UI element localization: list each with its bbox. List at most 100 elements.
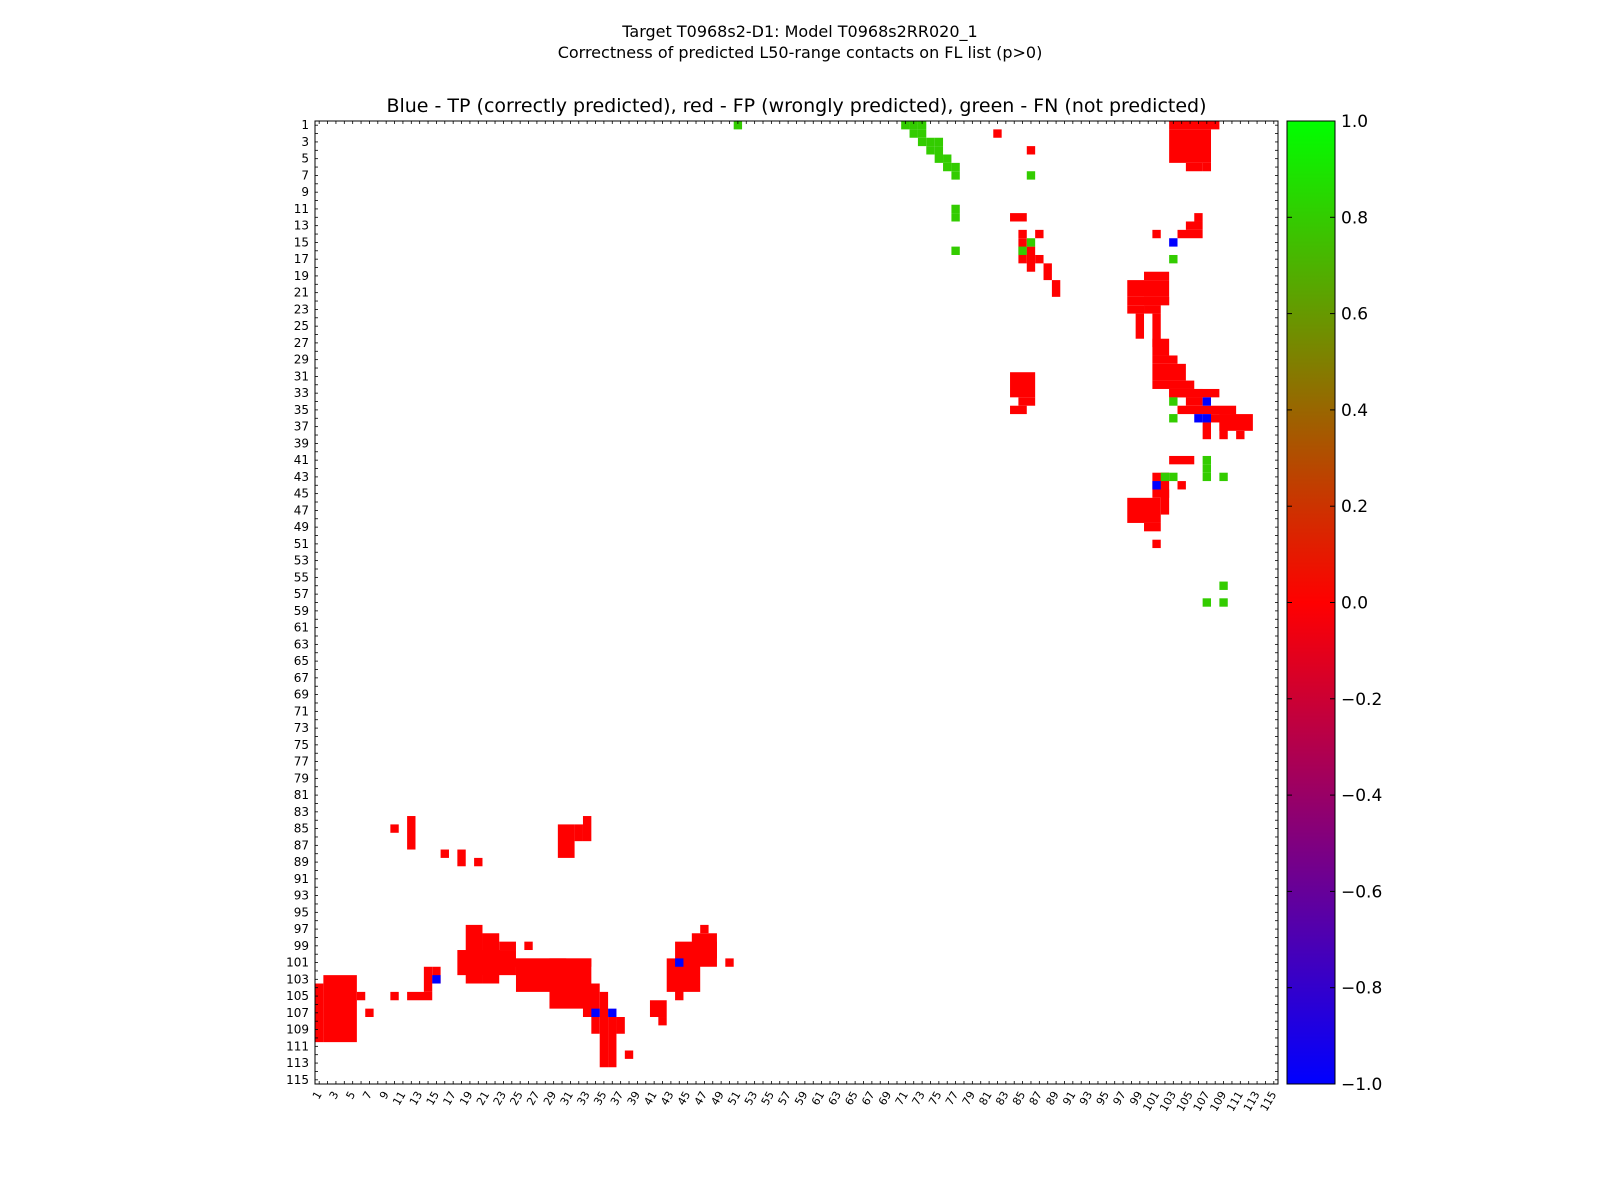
y-tick-label: 89 [294,855,309,869]
x-tick-label: 35 [591,1089,609,1108]
fp-cell [1127,305,1145,314]
y-tick-label: 47 [294,503,309,517]
y-tick-label: 37 [294,420,309,434]
fp-cell [608,1017,617,1068]
tp-cell [608,1008,617,1018]
fn-cell [943,154,952,163]
fp-cell [599,991,609,1068]
y-tick-label: 31 [294,369,309,383]
tp-cell [675,958,684,967]
y-tick-label: 75 [294,738,309,752]
colorbar-tick-label: 0.0 [1341,594,1368,614]
x-tick-label: 115 [1258,1089,1280,1114]
tp-cell [1202,414,1212,423]
y-tick-label: 101 [286,956,309,970]
colorbar-tick-label: −0.2 [1341,690,1382,710]
fn-cell [934,137,944,147]
fp-cell [1135,313,1145,339]
y-tick-label: 91 [294,872,309,886]
fp-cell [1202,162,1212,172]
fp-cell [675,983,684,1001]
y-tick-label: 69 [294,688,309,702]
x-tick-label: 113 [1241,1089,1263,1114]
fp-cell [356,991,366,1001]
y-tick-label: 5 [301,152,309,166]
x-tick-label: 65 [842,1089,860,1108]
y-tick-label: 51 [294,537,309,551]
colorbar-tick-label: 0.6 [1341,305,1368,325]
fp-cell [1043,263,1052,281]
fn-cell [926,137,935,147]
colorbar-tick-label: −0.4 [1341,786,1382,806]
y-tick-label: 81 [294,788,309,802]
y-tick-label: 9 [301,185,309,199]
y-tick-label: 103 [286,972,309,986]
y-tick-label: 97 [294,922,309,936]
y-tick-label: 13 [294,219,309,233]
fn-cell [926,146,935,155]
fp-cell [365,1008,374,1018]
fp-cell [1035,254,1044,264]
fp-cell [407,991,433,1001]
y-tick-label: 57 [294,587,309,601]
fp-cell [691,933,717,959]
fn-cell [1169,472,1178,482]
x-tick-label: 53 [742,1089,760,1108]
y-tick-label: 65 [294,654,309,668]
y-tick-label: 49 [294,520,309,534]
fp-cell [432,966,441,984]
fn-cell [1219,472,1228,482]
x-tick-label: 71 [893,1089,911,1108]
x-tick-label: 45 [675,1089,693,1108]
fp-cell [390,824,399,833]
fp-cell [440,849,449,858]
fn-cell [934,146,944,155]
y-tick-label: 39 [294,436,309,450]
fp-cell [1026,246,1036,272]
y-tick-label: 63 [294,637,309,651]
x-tick-label: 77 [943,1089,961,1108]
x-tick-label: 99 [1127,1089,1145,1108]
fp-cell [1152,363,1186,381]
fp-cell [557,824,575,858]
colorbar [1286,120,1336,1085]
fn-cell [1018,246,1027,255]
y-tick-label: 11 [294,202,309,216]
x-tick-label: 29 [541,1089,559,1108]
y-tick-label: 115 [286,1073,309,1087]
x-tick-label: 107 [1191,1089,1213,1114]
x-tick-label: 49 [708,1089,726,1108]
x-tick-label: 37 [608,1089,626,1108]
fn-cell [909,129,918,138]
axes-title: Blue - TP (correctly predicted), red - F… [386,95,1207,117]
y-tick-label: 33 [294,386,309,400]
fn-cell [951,246,960,255]
fn-cell [951,213,960,222]
y-tick-label: 95 [294,905,309,919]
fp-cell [1152,229,1161,239]
fn-cell [1202,464,1212,473]
x-axis: 1 3 5 7 911131517192123252729313335373941434… [310,121,1279,1114]
fn-cell [733,121,743,130]
y-tick-label: 19 [294,269,309,283]
fn-cell [1169,414,1178,423]
x-tick-label: 3 [327,1089,342,1102]
fp-cell [574,824,583,842]
fp-cell [1194,213,1203,222]
x-tick-label: 105 [1174,1089,1196,1114]
x-tick-label: 13 [407,1089,425,1108]
fp-cell [323,975,357,1043]
y-tick-label: 61 [294,621,309,635]
y-tick-label: 77 [294,755,309,769]
y-tick-label: 107 [286,1006,309,1020]
fp-cell [315,983,324,1043]
x-tick-label: 73 [909,1089,927,1108]
y-tick-label: 7 [301,168,309,182]
fp-cell [1169,121,1220,130]
fn-cell [909,121,918,130]
fp-cell [1010,405,1027,415]
y-tick-label: 59 [294,604,309,618]
x-tick-label: 93 [1077,1089,1095,1108]
y-tick-label: 35 [294,403,309,417]
